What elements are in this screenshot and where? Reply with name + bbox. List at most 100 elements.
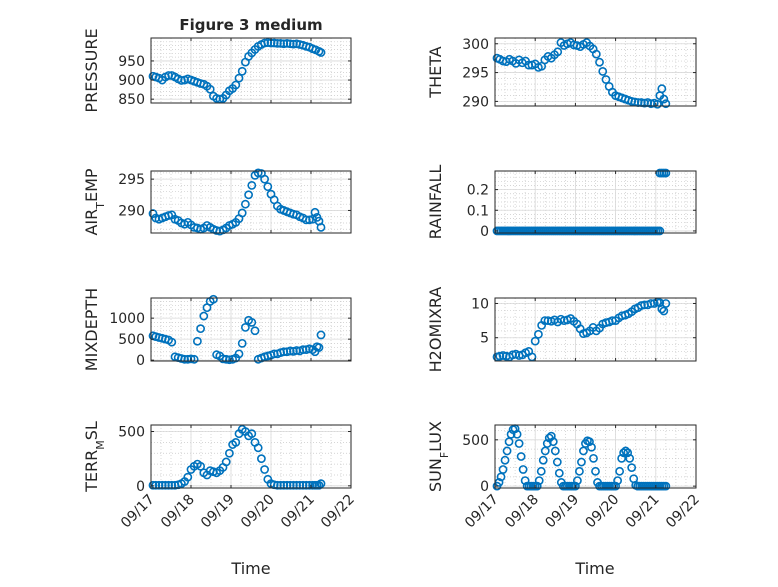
data-point bbox=[598, 67, 608, 76]
data-point bbox=[621, 446, 631, 456]
data-point bbox=[532, 481, 542, 491]
data-point bbox=[552, 457, 562, 467]
data-point bbox=[506, 429, 516, 439]
data-point bbox=[167, 337, 177, 347]
tick-marks bbox=[150, 425, 352, 488]
data-point bbox=[272, 480, 282, 490]
data-point bbox=[587, 442, 596, 452]
data-point bbox=[285, 39, 295, 49]
tick-marks bbox=[494, 425, 697, 488]
data-point bbox=[498, 465, 508, 474]
data-point bbox=[619, 448, 629, 458]
x-axis-label-left: Time bbox=[230, 559, 270, 578]
data-point bbox=[196, 324, 205, 334]
data-point bbox=[534, 329, 543, 339]
data-point bbox=[518, 465, 528, 474]
data-point bbox=[659, 306, 669, 316]
plot-area bbox=[495, 425, 696, 488]
y-tick-label: 295 bbox=[118, 172, 145, 188]
data-point bbox=[659, 94, 669, 104]
data-point bbox=[553, 47, 563, 57]
data-point bbox=[585, 437, 594, 447]
y-tick-label: 0 bbox=[136, 353, 145, 369]
data-point bbox=[237, 66, 247, 76]
data-point bbox=[205, 84, 215, 94]
subplot-1: 850 900 950 PRESSURE bbox=[82, 28, 352, 113]
data-point bbox=[661, 99, 671, 109]
axes-frame bbox=[494, 424, 697, 489]
y-axis-label: THETA bbox=[426, 46, 445, 98]
data-point bbox=[617, 453, 627, 463]
y-tick-label: 10 bbox=[471, 296, 489, 312]
data-point bbox=[234, 73, 244, 83]
data-series bbox=[148, 38, 326, 104]
axes-frame bbox=[150, 297, 352, 362]
data-point bbox=[224, 448, 234, 458]
data-point bbox=[298, 480, 308, 490]
subplot-4: 0 0.1 0.2 RAINFALL bbox=[426, 165, 697, 240]
data-point bbox=[595, 57, 604, 67]
data-point bbox=[250, 326, 260, 336]
data-point bbox=[314, 343, 324, 352]
data-point bbox=[589, 453, 598, 463]
data-point bbox=[263, 182, 273, 192]
data-point bbox=[282, 480, 292, 490]
data-point bbox=[316, 222, 326, 232]
data-point bbox=[548, 437, 558, 447]
y-tick-label: 500 bbox=[462, 433, 489, 449]
data-point bbox=[310, 207, 320, 217]
y-tick-label: 290 bbox=[462, 94, 489, 110]
y-tick-label: 0 bbox=[480, 479, 489, 495]
data-point bbox=[240, 322, 250, 332]
data-point bbox=[244, 190, 253, 200]
tick-marks bbox=[494, 38, 697, 106]
data-point bbox=[575, 466, 584, 476]
data-point bbox=[256, 454, 266, 464]
data-point bbox=[546, 431, 556, 441]
data-point bbox=[253, 443, 263, 453]
data-point bbox=[657, 84, 667, 94]
axes-frame bbox=[494, 37, 697, 107]
data-point bbox=[601, 75, 611, 84]
data-point bbox=[661, 168, 671, 178]
data-point bbox=[314, 480, 324, 490]
y-tick-label: 850 bbox=[118, 92, 145, 108]
data-point bbox=[516, 452, 526, 461]
data-point bbox=[625, 453, 635, 463]
data-point bbox=[276, 480, 285, 490]
data-point bbox=[613, 476, 623, 485]
y-tick-label: 290 bbox=[118, 203, 145, 219]
y-tick-label: 500 bbox=[118, 332, 145, 348]
y-axis-label: PRESSURE bbox=[82, 28, 101, 112]
data-point bbox=[199, 311, 209, 321]
data-point bbox=[653, 99, 662, 109]
data-series bbox=[148, 424, 326, 490]
data-point bbox=[520, 476, 530, 485]
data-point bbox=[573, 476, 582, 485]
data-point bbox=[288, 480, 298, 490]
figure-title: Figure 3 medium bbox=[179, 16, 322, 34]
data-point bbox=[615, 466, 625, 476]
y-tick-label: 0 bbox=[480, 224, 489, 240]
data-point bbox=[554, 468, 564, 478]
data-point bbox=[623, 448, 633, 458]
data-point bbox=[148, 480, 158, 490]
data-point bbox=[611, 481, 620, 491]
data-point bbox=[231, 437, 241, 447]
data-point bbox=[247, 429, 257, 439]
data-point bbox=[208, 294, 218, 304]
data-point bbox=[316, 330, 326, 340]
data-point bbox=[316, 479, 326, 489]
data-point bbox=[661, 481, 671, 491]
data-point bbox=[247, 181, 257, 190]
y-axis-label: H2OMIXRA bbox=[426, 287, 445, 373]
data-point bbox=[591, 466, 600, 476]
y-tick-label: 500 bbox=[118, 425, 145, 441]
y-tick-label: 0 bbox=[136, 479, 145, 495]
axes-frame bbox=[150, 170, 352, 234]
data-point bbox=[221, 457, 231, 467]
data-point bbox=[550, 446, 560, 456]
tick-marks bbox=[494, 171, 697, 233]
